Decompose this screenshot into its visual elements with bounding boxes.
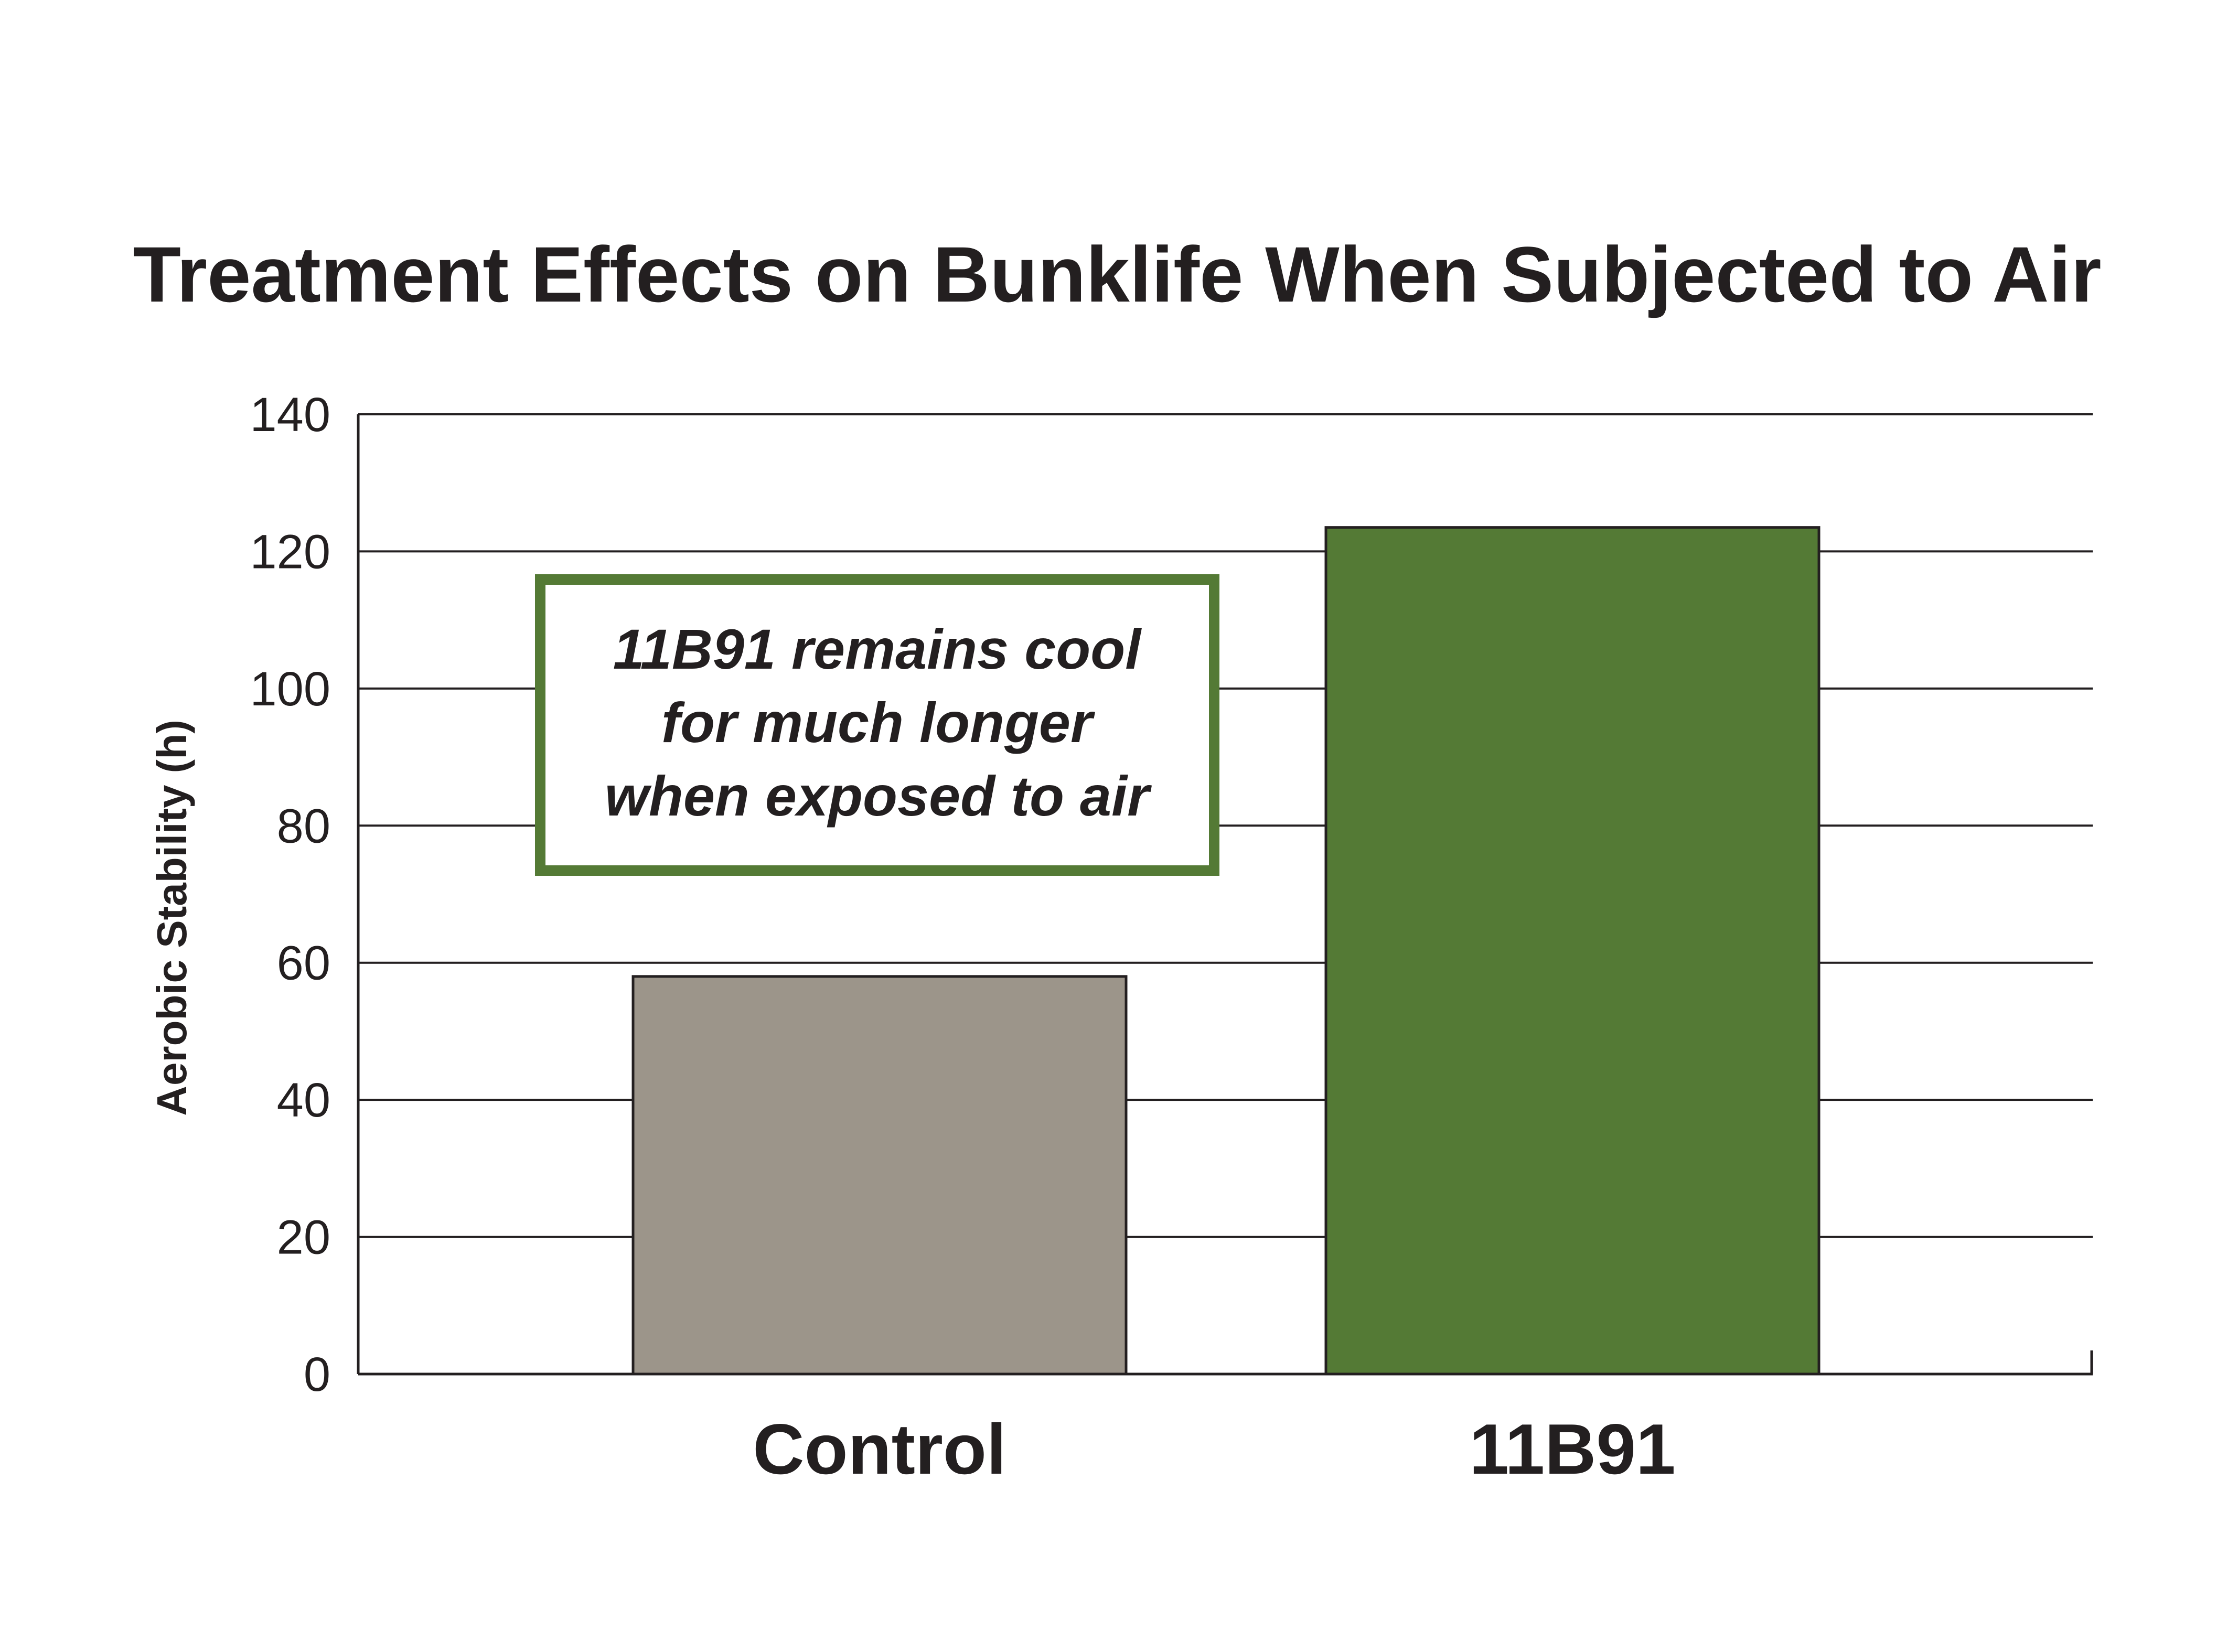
y-axis-label: Aerobic Stability (h) (148, 720, 195, 1116)
y-tick-label-60: 60 (277, 937, 330, 990)
annotation-line-1: 11B91 remains cool (613, 617, 1142, 681)
bar-control (631, 975, 1128, 1376)
y-tick-label-140: 140 (250, 388, 331, 442)
y-tick-label-100: 100 (250, 662, 331, 716)
y-tick-labels: 0 20 40 60 80 100 120 140 (250, 388, 331, 1401)
x-tick-labels: Control 11B91 (753, 1409, 1675, 1489)
y-tick-label-80: 80 (277, 799, 330, 853)
annotation-line-2: for much longer (661, 691, 1095, 754)
bar-11b91 (1324, 526, 1821, 1376)
y-tick-label-0: 0 (304, 1348, 330, 1401)
annotation-box: 11B91 remains cool for much longer when … (535, 574, 1219, 876)
annotation-border (535, 574, 1219, 876)
x-tick-label-control: Control (753, 1409, 1006, 1489)
y-tick-label-20: 20 (277, 1211, 330, 1264)
y-tick-label-120: 120 (250, 525, 331, 578)
axes (357, 414, 2093, 1376)
y-tick-label-40: 40 (277, 1074, 330, 1127)
x-tick-label-11b91: 11B91 (1469, 1409, 1675, 1489)
annotation-line-3: when exposed to air (605, 764, 1152, 828)
chart-title: Treatment Effects on Bunklife When Subje… (133, 230, 2101, 318)
bars (631, 526, 1821, 1376)
